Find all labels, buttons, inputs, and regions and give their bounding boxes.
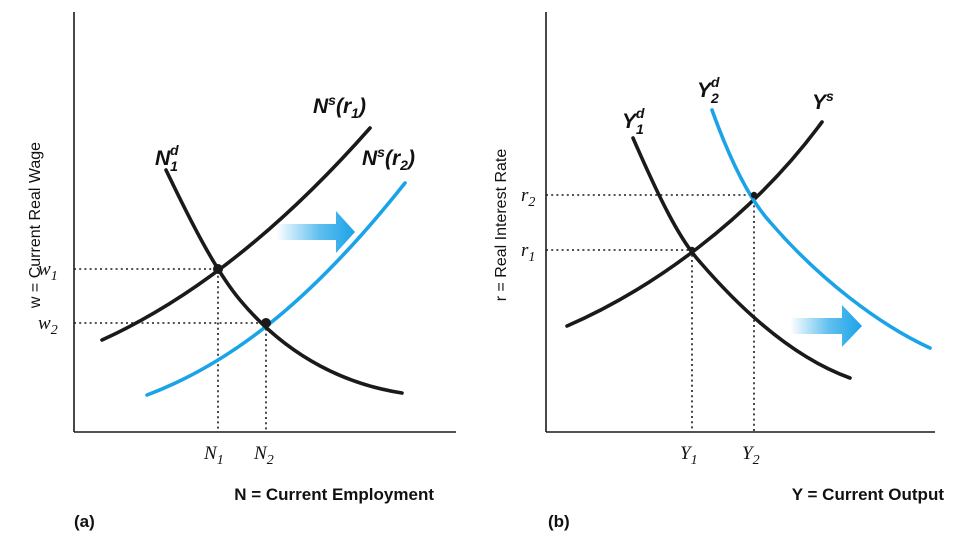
curve-label-y1d: Y1d bbox=[622, 105, 645, 137]
panel-a-x-axis-label: N = Current Employment bbox=[234, 485, 434, 504]
curve-label-y2d: Y2d bbox=[697, 74, 720, 106]
panel-a-guide-w1-n1 bbox=[74, 268, 219, 432]
panel-a: w = Current Real Wage N1d Ns(r1) Ns(r2) … bbox=[27, 12, 456, 531]
curve-label-ns-r1: Ns(r1) bbox=[313, 92, 366, 121]
curve-label-n1d: N1d bbox=[155, 142, 179, 174]
labor-supply-curve-r1 bbox=[100, 126, 372, 342]
output-demand-curve-1 bbox=[631, 136, 852, 380]
tick-r2: r2 bbox=[521, 185, 535, 210]
labor-demand-curve bbox=[164, 168, 404, 395]
tick-w1: w1 bbox=[38, 259, 58, 284]
equilibrium-point-b1 bbox=[688, 246, 696, 254]
tick-n2: N2 bbox=[253, 443, 274, 468]
panel-b: r = Real Interest Rate Y1d Y2d Ys r2 r1 bbox=[493, 12, 944, 531]
equilibrium-point-2 bbox=[261, 318, 271, 328]
panel-a-tag: (a) bbox=[74, 512, 95, 531]
panel-b-y-axis-label: r = Real Interest Rate bbox=[493, 149, 510, 302]
panel-b-guide-r2-y2 bbox=[546, 194, 755, 432]
output-supply-curve bbox=[565, 120, 824, 328]
output-demand-curve-2 bbox=[710, 108, 932, 350]
tick-w2: w2 bbox=[38, 313, 58, 338]
tick-r1: r1 bbox=[521, 240, 535, 265]
panel-b-x-axis-label: Y = Current Output bbox=[792, 485, 945, 504]
shift-right-arrow-icon bbox=[276, 211, 355, 253]
shift-right-arrow-icon bbox=[790, 305, 862, 347]
panel-a-y-axis-label: w = Current Real Wage bbox=[27, 142, 44, 309]
panel-b-tag: (b) bbox=[548, 512, 570, 531]
curve-label-ys: Ys bbox=[812, 88, 834, 114]
tick-y1: Y1 bbox=[680, 443, 698, 468]
tick-y2: Y2 bbox=[742, 443, 760, 468]
equilibrium-point-1 bbox=[213, 264, 223, 274]
tick-n1: N1 bbox=[203, 443, 224, 468]
curve-label-ns-r2: Ns(r2) bbox=[362, 144, 415, 173]
labor-supply-curve-r2 bbox=[145, 181, 407, 397]
panel-b-guide-r1-y1 bbox=[546, 249, 693, 432]
equilibrium-point-b2 bbox=[750, 191, 758, 199]
